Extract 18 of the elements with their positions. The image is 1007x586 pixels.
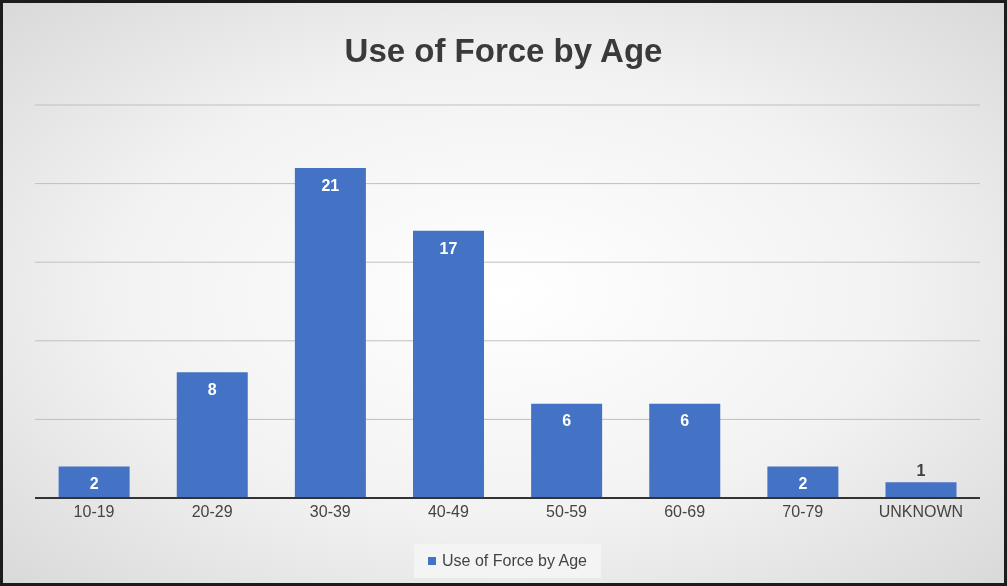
data-label: 2 [798,475,808,493]
x-tick-label: 30-39 [309,503,351,521]
x-tick-label: UNKNOWN [878,503,964,521]
data-label: 8 [207,381,217,399]
data-label: 17 [439,239,458,257]
data-label: 6 [562,412,572,430]
x-tick-label: 10-19 [73,503,115,521]
data-label: 2 [89,475,99,493]
legend-label: Use of Force by Age [441,552,587,570]
x-tick-label: 20-29 [191,503,233,521]
x-tick-label: 40-49 [427,503,469,521]
x-tick-label: 50-59 [546,503,588,521]
data-label: 6 [680,412,690,430]
data-label: 1 [916,462,926,480]
data-label: 21 [321,176,340,194]
chart-title: Use of Force by Age [343,30,664,71]
x-tick-label: 60-69 [664,503,706,521]
x-tick-label: 70-79 [782,503,824,521]
